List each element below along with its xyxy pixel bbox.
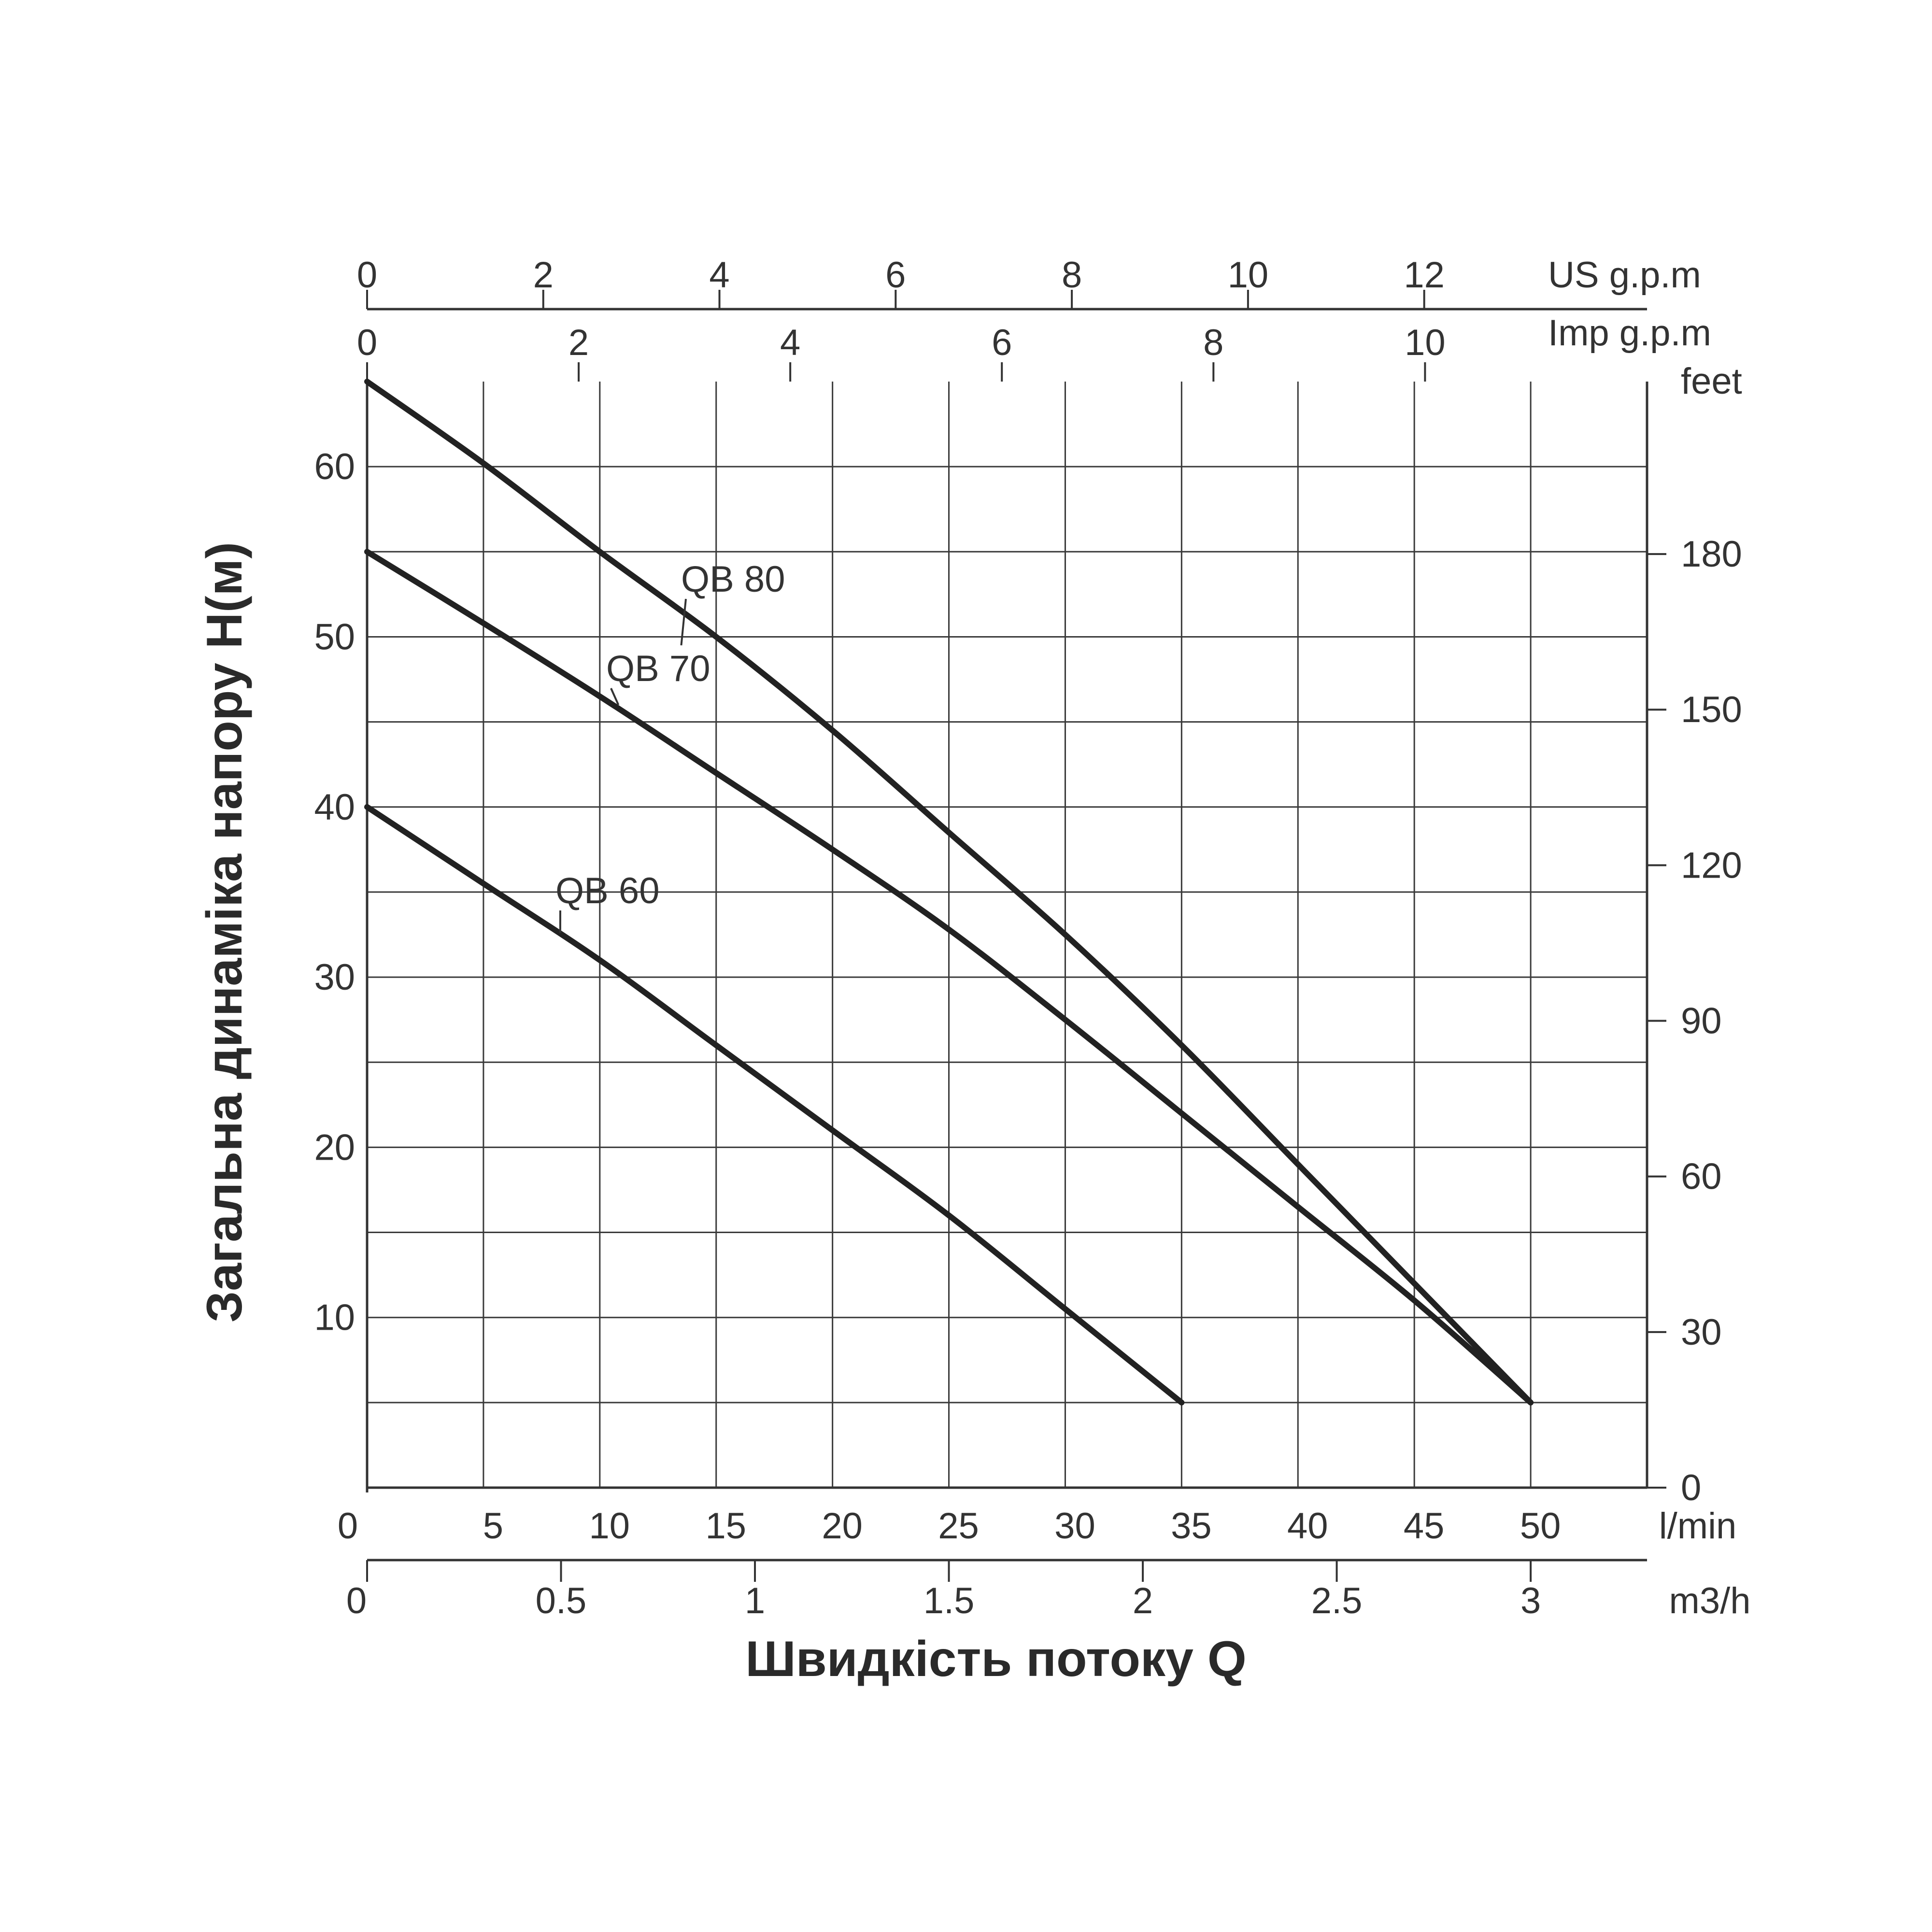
us-gpm-tick-label: 10 (1228, 255, 1269, 296)
series-label-qb70: QB 70 (606, 648, 710, 689)
us-gpm-tick-label: 6 (885, 255, 906, 296)
y-axis-title: Загальна динаміка напору H(м) (197, 542, 253, 1322)
y-tick-label: 50 (314, 616, 355, 657)
x-tick-label: 0 (338, 1506, 358, 1547)
x-axis-title: Швидкість потоку Q (745, 1631, 1246, 1687)
m3h-tick-label: 0.5 (536, 1580, 587, 1621)
imp-gpm-tick-label: 0 (357, 322, 377, 363)
axes-layer (366, 290, 1666, 1582)
series-leader-line (610, 688, 620, 706)
feet-unit-label: feet (1681, 361, 1742, 402)
series-label-qb80: QB 80 (681, 559, 785, 600)
m3h-tick-label: 3 (1520, 1580, 1541, 1621)
feet-tick-label: 60 (1681, 1156, 1722, 1197)
grid-layer (367, 382, 1647, 1488)
imp-gpm-unit-label: Imp g.p.m (1548, 313, 1711, 354)
x-tick-label: 35 (1171, 1506, 1212, 1547)
us-gpm-tick-label: 12 (1404, 255, 1445, 296)
y-tick-label: 10 (314, 1297, 355, 1338)
us-gpm-unit-label: US g.p.m (1548, 255, 1701, 296)
y-tick-label: 20 (314, 1127, 355, 1168)
us-gpm-tick-label: 4 (709, 255, 729, 296)
imp-gpm-tick-label: 8 (1203, 322, 1223, 363)
feet-tick-label: 30 (1681, 1312, 1722, 1353)
m3h-tick-label: 2 (1133, 1580, 1153, 1621)
x-tick-label: 5 (483, 1506, 503, 1547)
x-tick-label: 45 (1404, 1506, 1445, 1547)
feet-tick-label: 0 (1681, 1467, 1701, 1508)
series-leader-line (680, 598, 687, 646)
m3h-unit-label: m3/h (1669, 1580, 1751, 1621)
us-gpm-tick-label: 8 (1062, 255, 1082, 296)
x-tick-label: 25 (938, 1506, 979, 1547)
m3h-tick-label: 2.5 (1311, 1580, 1363, 1621)
imp-gpm-tick-label: 10 (1405, 322, 1446, 363)
feet-tick-label: 150 (1681, 689, 1742, 730)
x-tick-label: 15 (705, 1506, 746, 1547)
feet-tick-label: 120 (1681, 845, 1742, 886)
series-layer (364, 379, 1534, 1406)
y-tick-label: 30 (314, 957, 355, 998)
x-tick-label: 10 (589, 1506, 630, 1547)
y-tick-label: 40 (314, 787, 355, 828)
feet-tick-label: 180 (1681, 534, 1742, 575)
series-line-qb60 (364, 804, 1185, 1406)
x-tick-label: 20 (822, 1506, 863, 1547)
m3h-tick-label: 1 (745, 1580, 765, 1621)
series-line-qb70 (364, 549, 1534, 1406)
imp-gpm-tick-label: 4 (780, 322, 800, 363)
imp-gpm-tick-label: 6 (992, 322, 1012, 363)
us-gpm-tick-label: 2 (533, 255, 554, 296)
us-gpm-tick-label: 0 (357, 255, 377, 296)
lmin-unit-label: l/min (1659, 1506, 1736, 1547)
m3h-tick-label: 1.5 (923, 1580, 975, 1621)
x-tick-label: 40 (1287, 1506, 1328, 1547)
x-tick-label: 30 (1054, 1506, 1095, 1547)
series-line-qb80 (364, 379, 1534, 1406)
feet-tick-label: 90 (1681, 1001, 1722, 1042)
series-label-qb60: QB 60 (555, 870, 659, 911)
y-tick-label: 60 (314, 446, 355, 487)
m3h-tick-label: 0 (346, 1580, 367, 1621)
x-tick-label: 50 (1520, 1506, 1561, 1547)
imp-gpm-tick-label: 2 (568, 322, 589, 363)
